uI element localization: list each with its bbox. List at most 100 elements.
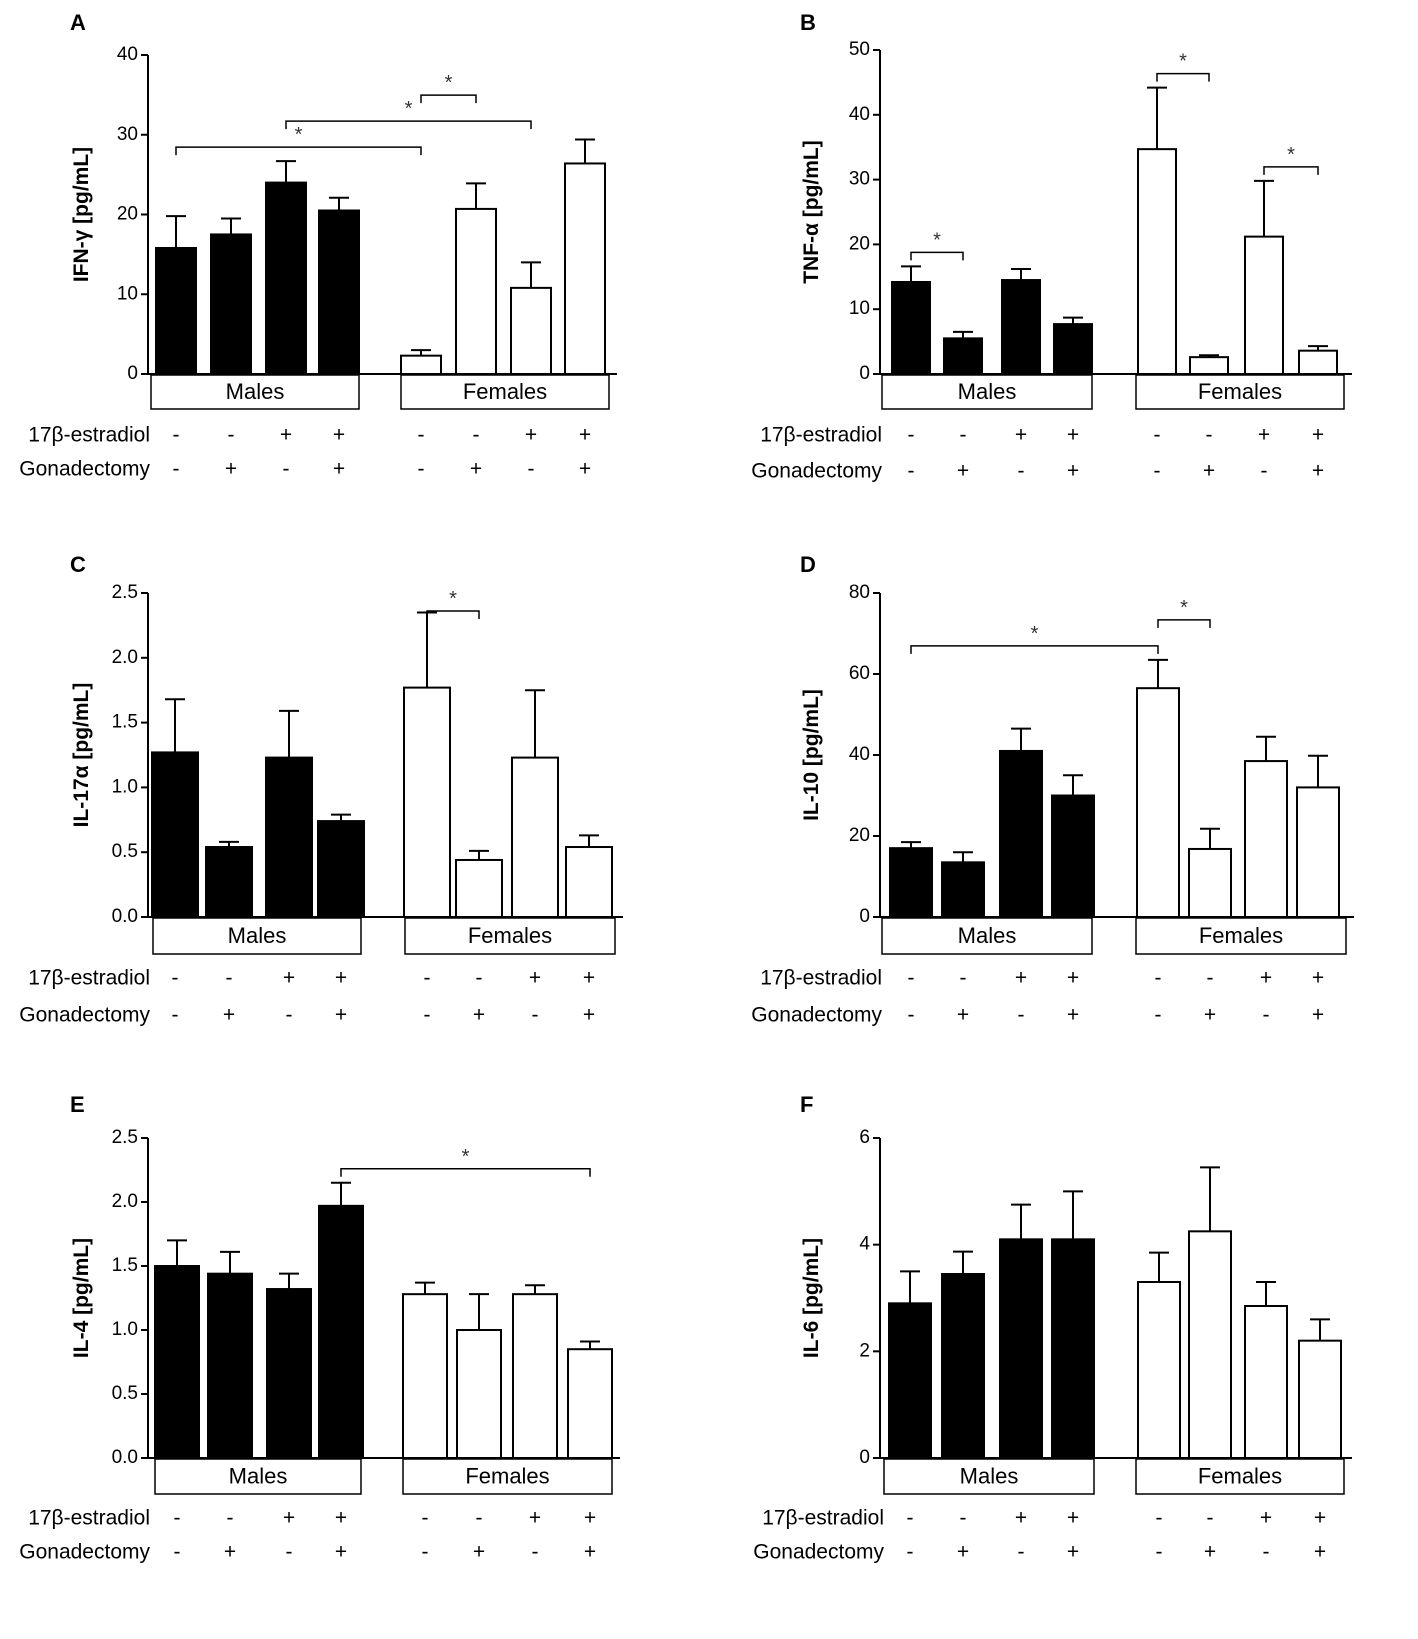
bar bbox=[455, 858, 503, 919]
estradiol-sign: + bbox=[1067, 424, 1079, 447]
gonadectomy-sign: + bbox=[957, 1004, 969, 1027]
gonadectomy-row-label: Gonadectomy bbox=[751, 460, 882, 483]
gonadectomy-row-label: Gonadectomy bbox=[19, 458, 150, 481]
y-tick-label: 2.5 bbox=[112, 582, 138, 603]
estradiol-sign: - bbox=[1154, 424, 1161, 447]
y-tick-label: 10 bbox=[849, 298, 870, 319]
significance-bracket bbox=[426, 610, 480, 619]
y-tick-label: 20 bbox=[849, 825, 870, 846]
females-group-box bbox=[404, 917, 616, 955]
y-tick-label: 0 bbox=[859, 906, 870, 927]
y-tick-label: 0 bbox=[127, 363, 138, 384]
panel-f: F 0 2 4 6 IL-6 [pg/mL] Males Females 17β-estradi… bbox=[753, 1092, 1352, 1564]
estradiol-sign: - bbox=[172, 967, 179, 990]
y-axis-label: IL-17α [pg/mL] bbox=[70, 683, 93, 828]
bar bbox=[1298, 1339, 1342, 1459]
gonadectomy-sign: + bbox=[579, 458, 591, 481]
bar bbox=[889, 847, 933, 919]
gonadectomy-sign: - bbox=[1263, 1541, 1270, 1564]
estradiol-sign: - bbox=[960, 424, 967, 447]
estradiol-sign: - bbox=[907, 1507, 914, 1530]
bar bbox=[154, 1265, 200, 1459]
gonadectomy-sign: - bbox=[424, 1004, 431, 1027]
gonadectomy-sign: - bbox=[1263, 1004, 1270, 1027]
y-tick-label: 1.0 bbox=[112, 776, 138, 797]
gonadectomy-sign: + bbox=[333, 458, 345, 481]
significance-bracket bbox=[910, 251, 964, 261]
bar bbox=[943, 337, 983, 375]
males-group-box bbox=[881, 917, 1093, 955]
significance-bracket bbox=[340, 1168, 591, 1177]
estradiol-row-label: 17β-estradiol bbox=[762, 1507, 884, 1530]
estradiol-sign: - bbox=[1155, 967, 1162, 990]
gonadectomy-sign: + bbox=[957, 1541, 969, 1564]
bar bbox=[317, 820, 365, 919]
bar bbox=[1244, 760, 1288, 919]
males-group-box bbox=[152, 917, 362, 955]
gonadectomy-sign: + bbox=[224, 1541, 236, 1564]
estradiol-row-label: 17β-estradiol bbox=[760, 424, 882, 447]
bar bbox=[1053, 323, 1093, 376]
gonadectomy-sign: + bbox=[225, 458, 237, 481]
bar bbox=[512, 1293, 558, 1460]
estradiol-row-label: 17β-estradiol bbox=[760, 967, 882, 990]
y-tick-label: 0.5 bbox=[112, 1383, 138, 1404]
significance-bracket bbox=[1157, 619, 1211, 628]
significance-bracket bbox=[420, 94, 477, 104]
gonadectomy-sign: + bbox=[1314, 1541, 1326, 1564]
estradiol-sign: - bbox=[908, 424, 915, 447]
significance-star: * bbox=[1180, 597, 1188, 619]
bar bbox=[567, 1348, 613, 1459]
estradiol-sign: + bbox=[1314, 1507, 1326, 1530]
estradiol-sign: - bbox=[227, 1507, 234, 1530]
bar bbox=[210, 233, 252, 375]
bar bbox=[1136, 687, 1180, 918]
estradiol-sign: - bbox=[1206, 424, 1213, 447]
gonadectomy-sign: + bbox=[473, 1541, 485, 1564]
bar bbox=[1188, 1230, 1232, 1460]
gonadectomy-sign: - bbox=[1154, 460, 1161, 483]
group-label: Females bbox=[1198, 379, 1282, 404]
gonadectomy-sign: - bbox=[418, 458, 425, 481]
estradiol-sign: - bbox=[476, 967, 483, 990]
group-label: Males bbox=[229, 1463, 288, 1488]
group-label: Males bbox=[958, 923, 1017, 948]
estradiol-sign: + bbox=[333, 424, 345, 447]
y-tick-label: 0.5 bbox=[112, 841, 138, 862]
gonadectomy-sign: + bbox=[1204, 1004, 1216, 1027]
males-group-box bbox=[881, 374, 1093, 410]
significance-star: * bbox=[933, 229, 941, 251]
gonadectomy-sign: + bbox=[473, 1004, 485, 1027]
significance-star: * bbox=[295, 124, 303, 146]
bar bbox=[400, 354, 442, 376]
bar bbox=[888, 1302, 932, 1460]
gonadectomy-sign: - bbox=[1018, 1541, 1025, 1564]
estradiol-sign: + bbox=[283, 1507, 295, 1530]
gonadectomy-sign: + bbox=[1067, 1541, 1079, 1564]
panel-e: E 0.0 0.5 1.0 1.5 2.0 2.5 IL-4 [pg/mL] * Males Fem… bbox=[19, 1092, 620, 1564]
panel-a: A 0 10 20 30 40 IFN-γ [pg/mL] * * * Males Females 17… bbox=[19, 10, 617, 481]
females-group-box bbox=[1135, 1458, 1345, 1495]
bar bbox=[318, 1204, 364, 1459]
significance-bracket bbox=[1156, 72, 1210, 82]
bar bbox=[265, 756, 313, 918]
gonadectomy-sign: + bbox=[470, 458, 482, 481]
y-tick-label: 2.5 bbox=[112, 1127, 138, 1148]
bar bbox=[1244, 235, 1284, 375]
panel-d: D 0 20 40 60 80 IL-10 [pg/mL] * * Males Females 17β… bbox=[751, 552, 1354, 1027]
y-tick-label: 10 bbox=[117, 283, 138, 304]
gonadectomy-sign: - bbox=[1156, 1541, 1163, 1564]
gonadectomy-sign: - bbox=[532, 1004, 539, 1027]
significance-star: * bbox=[1287, 144, 1295, 166]
estradiol-sign: + bbox=[1258, 424, 1270, 447]
estradiol-sign: + bbox=[1312, 967, 1324, 990]
group-label: Females bbox=[1198, 1463, 1282, 1488]
gonadectomy-sign: + bbox=[223, 1004, 235, 1027]
bar bbox=[207, 1272, 253, 1460]
males-group-box bbox=[154, 1458, 362, 1495]
estradiol-sign: - bbox=[476, 1507, 483, 1530]
bar bbox=[455, 207, 497, 375]
group-label: Females bbox=[463, 379, 547, 404]
y-tick-label: 60 bbox=[849, 663, 870, 684]
females-group-box bbox=[400, 374, 610, 410]
